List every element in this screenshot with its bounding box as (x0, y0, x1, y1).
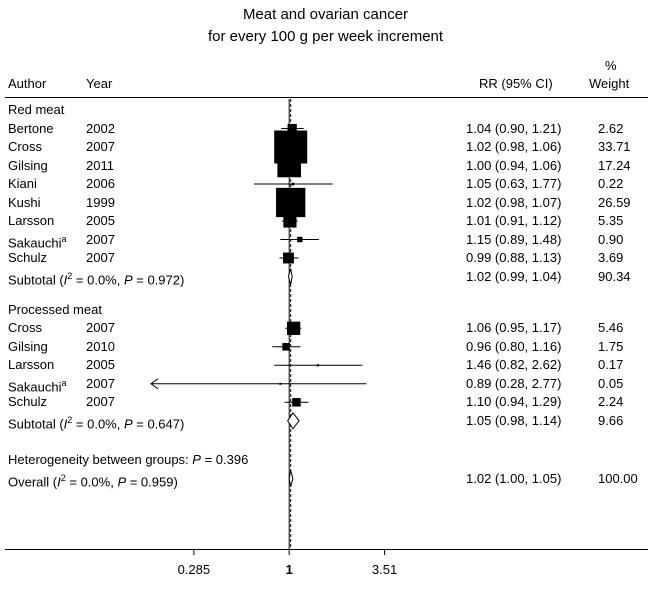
study-marker (272, 343, 301, 351)
study-year: 2002 (86, 120, 115, 136)
study-marker (282, 214, 298, 228)
study-marker (276, 187, 306, 218)
study-weight: 2.24 (598, 394, 624, 410)
study-marker (277, 153, 301, 178)
group-label: Processed meat (8, 301, 102, 317)
x-tick-label: 1 (286, 562, 293, 577)
study-ci: 0.96 (0.80, 1.16) (466, 338, 562, 354)
study-ci: 1.02 (0.98, 1.06) (466, 139, 562, 154)
study-year: 2006 (86, 176, 115, 191)
study-year: 2005 (86, 357, 115, 373)
study-ci: 1.00 (0.94, 1.06) (466, 157, 562, 173)
study-year: 2010 (86, 338, 115, 354)
heterogeneity-label: Heterogeneity between groups: P = 0.396 (8, 452, 249, 468)
overall-weight: 100.00 (598, 470, 638, 486)
study-author: Larsson (8, 213, 55, 228)
group-label: Red meat (8, 102, 65, 117)
study-weight: 33.71 (598, 139, 631, 154)
study-weight: 0.05 (598, 375, 624, 391)
pooled-diamond (287, 411, 300, 430)
study-marker (279, 252, 299, 264)
header-rr: RR (95% CI) (479, 76, 553, 91)
overall-label: Overall (I2 = 0.0%, P = 0.959) (8, 472, 178, 489)
study-marker (280, 236, 319, 243)
subtotal-weight: 9.66 (598, 412, 624, 428)
study-weight: 0.90 (598, 231, 624, 247)
overall-ci: 1.02 (1.00, 1.05) (466, 470, 562, 486)
study-year: 2007 (86, 394, 115, 410)
study-year: 2007 (86, 139, 115, 154)
study-marker (281, 123, 304, 134)
study-year: 2007 (86, 375, 115, 391)
study-ci: 1.02 (0.98, 1.07) (466, 194, 562, 210)
study-year: 2007 (86, 231, 115, 247)
x-tick-label: 0.285 (178, 562, 211, 577)
study-ci: 1.15 (0.89, 1.48) (466, 231, 562, 247)
header-year: Year (86, 76, 113, 91)
study-ci: 1.10 (0.94, 1.29) (466, 394, 562, 410)
study-ci: 0.89 (0.28, 2.77) (466, 375, 562, 391)
subtotal-label: Subtotal (I2 = 0.0%, P = 0.972) (8, 270, 185, 287)
subtotal-ci: 1.05 (0.98, 1.14) (466, 412, 562, 428)
study-weight: 2.62 (598, 120, 624, 136)
study-author: Schulz (8, 394, 48, 410)
study-weight: 0.22 (598, 176, 624, 191)
study-author: Kiani (8, 176, 37, 191)
study-weight: 3.69 (598, 250, 624, 265)
study-author: Gilsing (8, 157, 48, 173)
study-year: 2007 (86, 250, 115, 265)
study-marker (254, 182, 333, 186)
study-marker (150, 378, 367, 390)
study-ci: 1.06 (0.95, 1.17) (466, 320, 562, 336)
header-weight-pct: % (605, 58, 617, 73)
study-ci: 1.05 (0.63, 1.77) (466, 176, 562, 191)
study-author: Sakauchia (8, 377, 67, 395)
study-weight: 26.59 (598, 194, 631, 210)
header-weight: Weight (589, 76, 630, 91)
study-year: 2007 (86, 320, 115, 336)
study-ci: 1.01 (0.91, 1.12) (466, 213, 562, 228)
study-ci: 0.99 (0.88, 1.13) (466, 250, 562, 265)
study-ci: 1.46 (0.82, 2.62) (466, 357, 562, 373)
study-author: Cross (8, 139, 42, 154)
study-marker (285, 321, 302, 335)
study-weight: 1.75 (598, 338, 624, 354)
study-ci: 1.04 (0.90, 1.21) (466, 120, 562, 136)
pooled-diamond (288, 470, 294, 487)
subtotal-weight: 90.34 (598, 268, 631, 284)
study-author: Larsson (8, 357, 55, 373)
chart-title-line2: for every 100 g per week increment (207, 28, 444, 45)
chart-title-line1: Meat and ovarian cancer (242, 6, 409, 23)
subtotal-label: Subtotal (I2 = 0.0%, P = 0.647) (8, 414, 185, 432)
study-year: 2005 (86, 213, 115, 228)
study-weight: 0.17 (598, 357, 624, 373)
study-weight: 17.24 (598, 157, 631, 173)
study-author: Gilsing (8, 338, 48, 354)
study-marker (284, 398, 309, 407)
footer-rule (5, 549, 648, 550)
subtotal-ci: 1.02 (0.99, 1.04) (466, 268, 562, 284)
x-tick-label: 3.51 (372, 562, 397, 577)
header-author: Author (8, 76, 47, 91)
study-author: Kushi (8, 194, 41, 210)
study-author: Sakauchia (8, 233, 67, 250)
study-author: Bertone (8, 120, 54, 136)
study-weight: 5.46 (598, 320, 624, 336)
study-weight: 5.35 (598, 213, 624, 228)
study-year: 1999 (86, 194, 115, 210)
study-author: Schulz (8, 250, 48, 265)
study-marker (274, 364, 363, 367)
study-year: 2011 (86, 157, 114, 173)
study-author: Cross (8, 320, 42, 336)
header-rule (5, 97, 648, 98)
pooled-diamond (287, 268, 293, 285)
